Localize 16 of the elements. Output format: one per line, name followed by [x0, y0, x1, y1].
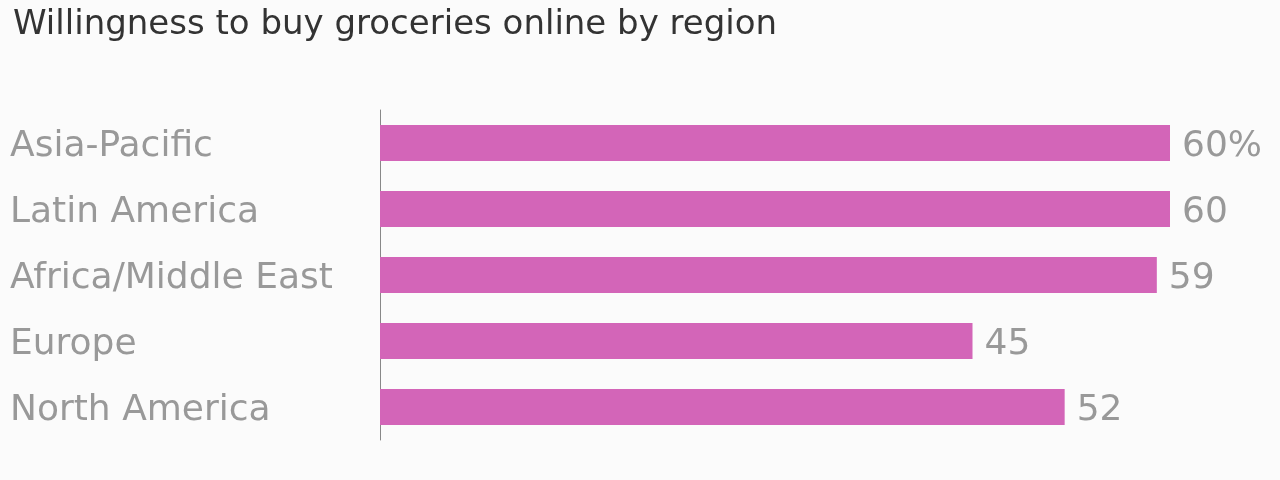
y-tick-label: Asia-Pacific	[10, 122, 213, 164]
bar	[380, 125, 1170, 161]
chart-title: Willingness to buy groceries online by region	[13, 2, 778, 42]
y-tick-label: Latin America	[10, 188, 259, 230]
y-tick-label: Africa/Middle East	[10, 254, 333, 296]
bar	[380, 191, 1170, 227]
data-label: 52	[1076, 386, 1123, 428]
y-tick-label: North America	[10, 386, 271, 428]
data-label: 59	[1168, 254, 1215, 296]
bar	[380, 323, 973, 359]
data-label: 60	[1182, 188, 1228, 230]
bar	[380, 389, 1065, 425]
data-label: 60%	[1182, 122, 1263, 164]
data-label: 45	[984, 320, 1031, 362]
bar	[380, 257, 1157, 293]
y-tick-label: Europe	[10, 320, 137, 362]
